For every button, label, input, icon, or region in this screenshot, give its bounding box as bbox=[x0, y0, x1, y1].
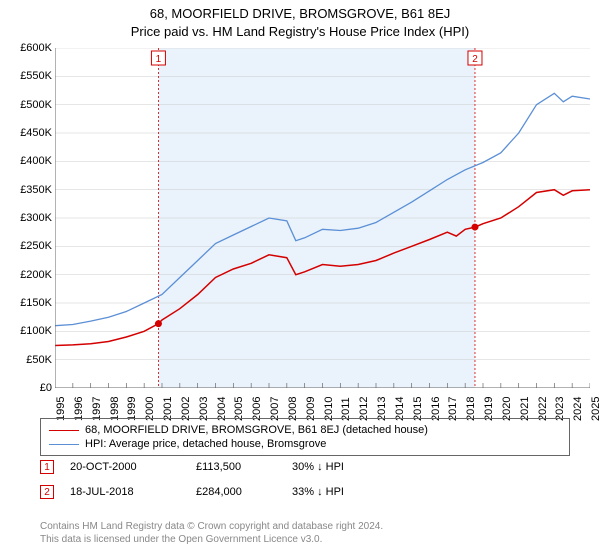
svg-text:1: 1 bbox=[156, 54, 162, 65]
title-line1: 68, MOORFIELD DRIVE, BROMSGROVE, B61 8EJ bbox=[0, 5, 600, 23]
ytick-label: £500K bbox=[2, 99, 52, 111]
svg-text:2: 2 bbox=[472, 54, 478, 65]
legend-swatch-hpi bbox=[49, 444, 79, 445]
marker-date-2: 18-JUL-2018 bbox=[60, 486, 190, 498]
ytick-label: £400K bbox=[2, 155, 52, 167]
ytick-label: £550K bbox=[2, 70, 52, 82]
chart-area: 12 bbox=[55, 48, 590, 388]
ytick-label: £250K bbox=[2, 240, 52, 252]
marker-hpi-1: 30% ↓ HPI bbox=[292, 461, 344, 473]
legend-label-address: 68, MOORFIELD DRIVE, BROMSGROVE, B61 8EJ… bbox=[85, 424, 428, 436]
legend-label-hpi: HPI: Average price, detached house, Brom… bbox=[85, 438, 326, 450]
marker-price-1: £113,500 bbox=[196, 461, 286, 473]
ytick-label: £100K bbox=[2, 325, 52, 337]
ytick-label: £200K bbox=[2, 269, 52, 281]
legend-row-hpi: HPI: Average price, detached house, Brom… bbox=[49, 437, 561, 451]
xtick-label: 2025 bbox=[590, 397, 600, 421]
footer-attribution: Contains HM Land Registry data © Crown c… bbox=[40, 520, 383, 546]
chart-title-block: 68, MOORFIELD DRIVE, BROMSGROVE, B61 8EJ… bbox=[0, 0, 600, 41]
marker-row-2: 2 18-JUL-2018 £284,000 33% ↓ HPI bbox=[40, 485, 570, 499]
marker-hpi-2: 33% ↓ HPI bbox=[292, 486, 344, 498]
legend-row-address: 68, MOORFIELD DRIVE, BROMSGROVE, B61 8EJ… bbox=[49, 423, 561, 437]
ytick-label: £150K bbox=[2, 297, 52, 309]
marker-date-1: 20-OCT-2000 bbox=[60, 461, 190, 473]
chart-svg: 12 bbox=[55, 48, 590, 388]
title-line2: Price paid vs. HM Land Registry's House … bbox=[0, 23, 600, 41]
ytick-label: £300K bbox=[2, 212, 52, 224]
ytick-label: £600K bbox=[2, 42, 52, 54]
marker-badge-2: 2 bbox=[40, 485, 54, 499]
ytick-label: £0 bbox=[2, 382, 52, 394]
ytick-label: £450K bbox=[2, 127, 52, 139]
marker-row-1: 1 20-OCT-2000 £113,500 30% ↓ HPI bbox=[40, 460, 570, 474]
footer-line1: Contains HM Land Registry data © Crown c… bbox=[40, 520, 383, 533]
ytick-label: £50K bbox=[2, 354, 52, 366]
footer-line2: This data is licensed under the Open Gov… bbox=[40, 533, 383, 546]
legend-swatch-address bbox=[49, 430, 79, 431]
legend-box: 68, MOORFIELD DRIVE, BROMSGROVE, B61 8EJ… bbox=[40, 418, 570, 456]
marker-badge-1: 1 bbox=[40, 460, 54, 474]
ytick-label: £350K bbox=[2, 184, 52, 196]
marker-price-2: £284,000 bbox=[196, 486, 286, 498]
